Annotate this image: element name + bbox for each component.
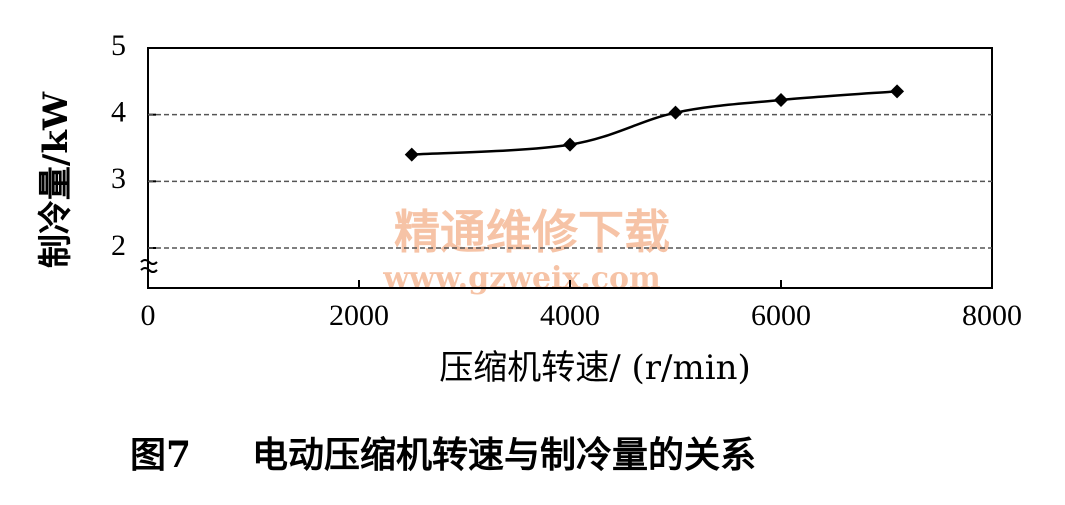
x-axis-label: 压缩机转速/ (r/min) — [439, 348, 751, 388]
x-tick-label: 0 — [141, 299, 156, 332]
y-tick-label: 4 — [111, 96, 126, 129]
series-line — [411, 90, 898, 156]
data-point — [404, 147, 419, 162]
data-point — [890, 84, 905, 99]
watermark: 精通维修下载 — [394, 205, 670, 259]
chart-title: 电动压缩机转速与制冷量的关系 — [252, 434, 756, 476]
x-tick-label: 2000 — [329, 299, 389, 332]
y-tick-label: 2 — [111, 229, 126, 262]
x-tick-label: 6000 — [751, 299, 811, 332]
x-tick-label: 4000 — [540, 299, 600, 332]
data-point — [563, 137, 577, 152]
figure-label: 图7 — [130, 434, 191, 476]
x-tick-label: 8000 — [962, 299, 1022, 332]
y-tick-label: 3 — [111, 162, 126, 195]
watermark: www.gzweix.com — [382, 261, 661, 296]
y-axis-label: 制冷量/kW — [36, 91, 76, 268]
data-point — [774, 93, 788, 107]
y-tick-label: 5 — [111, 29, 126, 62]
axis-break — [140, 259, 158, 273]
data-point — [668, 105, 683, 120]
